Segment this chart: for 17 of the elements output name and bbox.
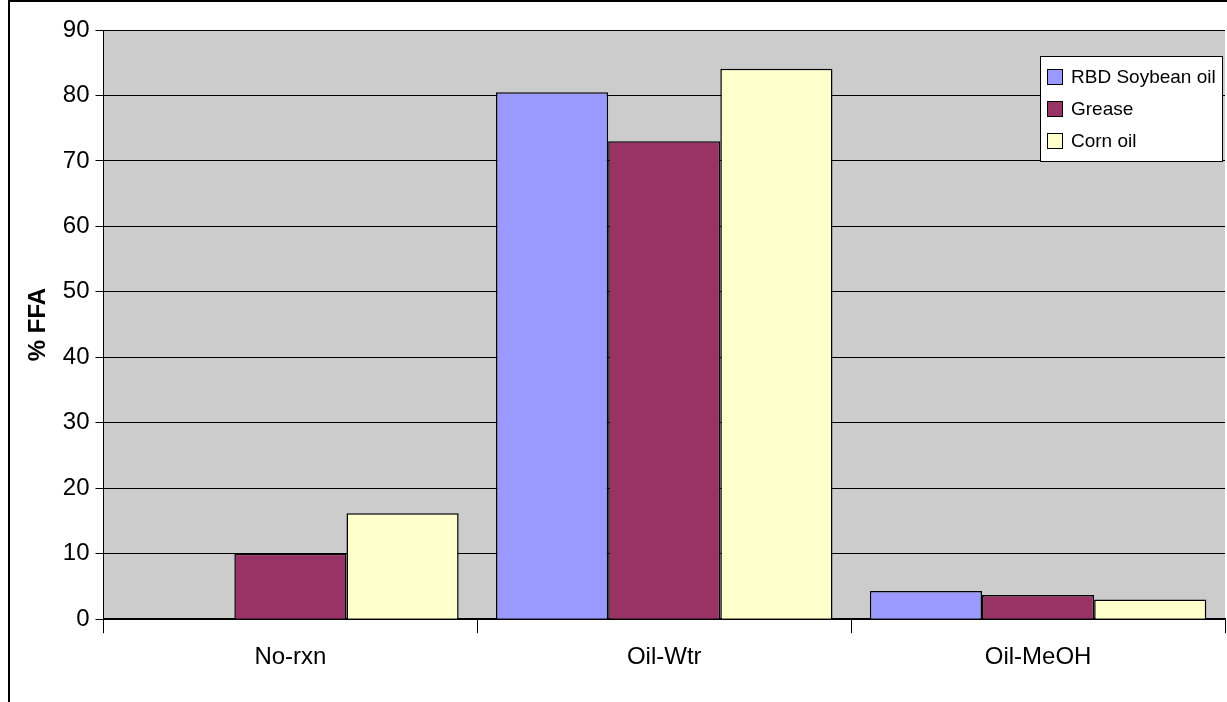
legend-label: RBD Soybean oil bbox=[1071, 65, 1216, 89]
y-tick-label: 30 bbox=[62, 407, 90, 435]
y-tick-label: 70 bbox=[62, 145, 90, 173]
y-tick-label: 90 bbox=[62, 14, 90, 42]
legend-label: Corn oil bbox=[1071, 129, 1137, 153]
y-tick-label: 10 bbox=[62, 538, 90, 566]
y-tick-label: 50 bbox=[62, 276, 90, 304]
y-tick-label: 80 bbox=[62, 80, 90, 108]
x-tick-label: Oil-MeOH bbox=[984, 642, 1092, 670]
y-tick-label: 0 bbox=[76, 603, 90, 631]
x-tick-label: Oil-Wtr bbox=[626, 642, 702, 670]
x-tick-label: No-rxn bbox=[254, 642, 327, 670]
legend-label: Grease bbox=[1071, 97, 1134, 121]
y-axis-title: % FFA bbox=[23, 287, 51, 362]
y-tick-label: 60 bbox=[62, 211, 90, 239]
y-tick-label: 40 bbox=[62, 341, 90, 369]
y-tick-label: 20 bbox=[62, 472, 90, 500]
